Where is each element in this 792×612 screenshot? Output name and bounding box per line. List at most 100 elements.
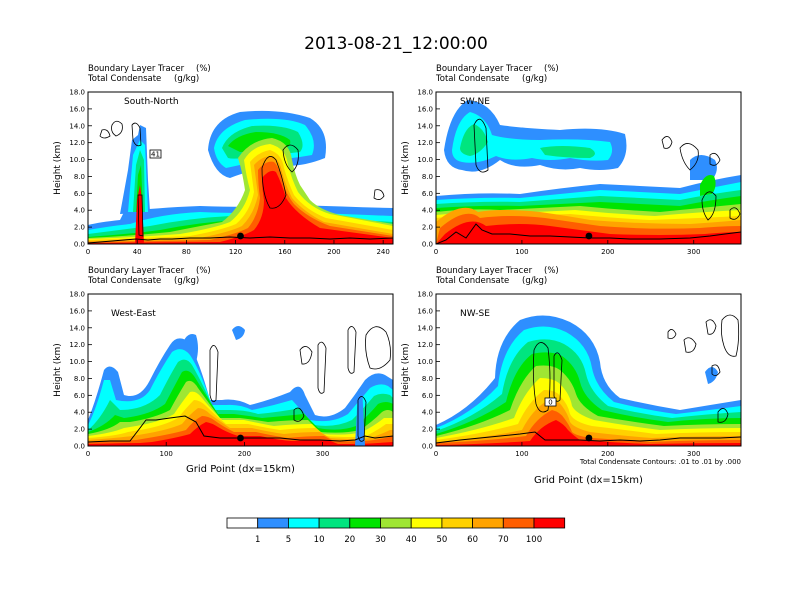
y-tick-label: 2.0 [74,426,85,434]
tracer-field [436,315,741,446]
colorbar-label: 70 [498,535,509,545]
contour-footnote: Total Condensate Contours: .01 to .01 by… [579,458,741,466]
cross-section-box-label: 0 [548,399,552,407]
x-axis-label: Grid Point (dx=15km) [186,464,295,475]
y-tick-label: 4.0 [422,409,433,417]
panel-title-tracer: Boundary Layer Tracer [88,64,185,74]
colorbar-label: 60 [467,535,478,545]
colorbar-swatch [318,517,351,529]
x-tick-label: 120 [229,248,242,256]
x-tick-label: 200 [601,248,614,256]
panel-title-condensate: Total Condensate [87,74,161,84]
x-tick-label: 0 [86,248,90,256]
x-tick-label: 40 [133,248,142,256]
y-tick-label: 10.0 [417,156,433,164]
colorbar-swatch [472,517,504,529]
panel-title-tracer-unit: (%) [544,64,559,74]
x-tick-label: 200 [601,450,614,458]
panel-title-condensate-unit: (g/kg) [522,74,547,84]
plot-frame [87,91,394,245]
y-tick-label: 2.0 [74,224,85,232]
panel-title-tracer: Boundary Layer Tracer [436,266,533,276]
colorbar-label: 20 [344,535,355,545]
colorbar-label: 50 [436,535,447,545]
axis-ticks: 0 40 80 120 160 200 240 0.0 2.0 4.0 6.0 8.0 10.0 12.0… [69,89,389,257]
cross-section-box [149,149,162,159]
y-tick-label: 4.0 [422,207,433,215]
condensate-contours [532,314,740,423]
axis-ticks: 0 100 200 300 0.0 2.0 4.0 6.0 8.0 10.0 12.0 14.0 16.… [69,291,329,459]
y-tick-label: 14.0 [417,324,433,332]
y-tick-label: 16.0 [69,105,85,113]
y-tick-label: 14.0 [69,324,85,332]
y-tick-label: 12.0 [69,341,85,349]
y-axis-label: Height (km) [53,141,63,195]
terrain-line [436,431,741,444]
panel-title-condensate-unit: (g/kg) [174,74,199,84]
y-axis-label: Height (km) [401,343,411,397]
panel-title-condensate-unit: (g/kg) [522,276,547,286]
station-marker [585,232,593,240]
x-tick-label: 160 [278,248,291,256]
x-tick-label: 0 [434,450,438,458]
x-tick-label: 0 [434,248,438,256]
y-tick-label: 2.0 [422,426,433,434]
panel-nw-se: Boundary Layer Tracer (%) Total Condensa… [401,266,742,486]
x-tick-label: 300 [687,450,700,458]
y-tick-label: 6.0 [422,392,433,400]
y-tick-label: 14.0 [69,122,85,130]
y-tick-label: 12.0 [417,341,433,349]
panel-title-condensate-unit: (g/kg) [174,276,199,286]
x-tick-label: 0 [86,450,90,458]
y-axis-label: Height (km) [53,343,63,397]
station-marker [237,232,244,240]
x-tick-label: 200 [327,248,340,256]
panel-label: South-North [124,97,179,107]
panel-title-tracer: Boundary Layer Tracer [436,64,533,74]
y-tick-label: 12.0 [417,139,433,147]
y-tick-label: 14.0 [417,122,433,130]
panel-title-tracer-unit: (%) [544,266,559,276]
cross-section-box [544,397,557,407]
y-tick-label: 16.0 [69,307,85,315]
y-tick-label: 6.0 [74,392,85,400]
y-tick-label: 0.0 [74,443,85,451]
x-axis-label: Grid Point (dx=15km) [534,475,643,486]
x-tick-label: 100 [160,450,173,458]
y-tick-label: 18.0 [69,89,85,97]
colorbar-swatch [410,517,443,529]
x-tick-label: 300 [316,450,329,458]
colorbar-swatch [502,517,535,529]
y-tick-label: 8.0 [74,375,85,383]
axis-ticks: 0 100 200 300 0.0 2.0 4.0 6.0 8.0 10.0 12.0 14.0 16.… [417,291,700,459]
x-tick-label: 100 [515,450,528,458]
condensate-contours [99,120,385,237]
colorbar-swatch [257,517,289,529]
panel-label: NW-SE [460,309,490,319]
colorbar-label: 30 [375,535,386,545]
x-tick-label: 80 [182,248,191,256]
y-tick-label: 18.0 [417,291,433,299]
colorbar-swatch [533,517,566,529]
y-tick-label: 4.0 [74,207,85,215]
y-tick-label: 12.0 [69,139,85,147]
y-tick-label: 4.0 [74,409,85,417]
colorbar-swatch [349,517,381,529]
tracer-field [88,326,393,446]
y-tick-label: 0.0 [422,241,433,249]
panel-title-tracer-unit: (%) [196,64,211,74]
colorbar-swatch [441,517,473,529]
y-tick-label: 10.0 [417,358,433,366]
condensate-contours [209,326,391,442]
y-tick-label: 0.0 [74,241,85,249]
panel-title-condensate: Total Condensate [435,74,509,84]
colorbar: 1 5 10 20 30 40 50 60 70 100 [226,517,566,545]
panel-title-tracer-unit: (%) [196,266,211,276]
plot-frame [435,293,742,447]
terrain-line [88,236,393,244]
panel-south-north: Boundary Layer Tracer (%) Total Condensa… [53,64,394,257]
figure-title: 2013-08-21_12:00:00 [304,34,488,54]
y-tick-label: 16.0 [417,307,433,315]
y-tick-label: 10.0 [69,156,85,164]
